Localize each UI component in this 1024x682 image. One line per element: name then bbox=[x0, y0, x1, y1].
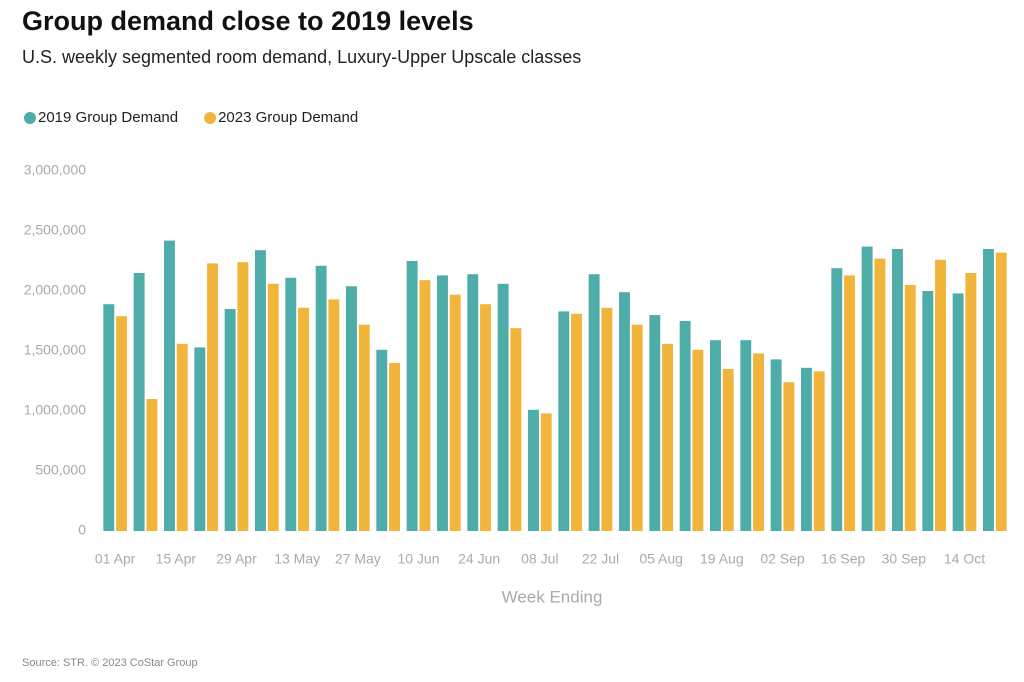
bar bbox=[237, 262, 249, 531]
bar bbox=[376, 349, 388, 531]
source: Source: STR. © 2023 CoStar Group bbox=[22, 657, 198, 669]
bar bbox=[467, 274, 479, 531]
bar bbox=[631, 324, 643, 531]
bar bbox=[146, 399, 158, 531]
bar bbox=[861, 246, 873, 531]
bar bbox=[207, 263, 218, 531]
bar bbox=[740, 340, 752, 531]
bar bbox=[558, 311, 570, 531]
y-tick-label: 1,000,000 bbox=[24, 402, 86, 418]
legend-label: 2023 Group Demand bbox=[218, 109, 358, 126]
bar bbox=[588, 274, 600, 531]
bar bbox=[619, 292, 630, 531]
y-tick-label: 0 bbox=[78, 522, 86, 538]
bar bbox=[662, 343, 673, 531]
bar bbox=[692, 349, 704, 531]
bar bbox=[437, 275, 448, 531]
bar bbox=[116, 316, 127, 531]
bar bbox=[176, 343, 188, 531]
legend-label: 2019 Group Demand bbox=[38, 109, 178, 126]
bar bbox=[164, 240, 175, 531]
x-tick-label: 27 May bbox=[335, 551, 381, 567]
bar bbox=[601, 307, 613, 531]
bar bbox=[892, 249, 903, 531]
y-tick-label: 2,000,000 bbox=[24, 282, 86, 298]
bar bbox=[710, 340, 721, 531]
bar bbox=[995, 252, 1007, 531]
bar bbox=[419, 280, 431, 531]
bar bbox=[406, 261, 418, 531]
chart-title: Group demand close to 2019 levels bbox=[22, 6, 474, 36]
y-tick-label: 2,500,000 bbox=[24, 222, 86, 238]
bar bbox=[328, 299, 340, 531]
chart-subtitle: U.S. weekly segmented room demand, Luxur… bbox=[22, 47, 581, 67]
bar bbox=[103, 304, 115, 531]
bar bbox=[904, 285, 916, 531]
bar bbox=[783, 382, 795, 531]
bar bbox=[679, 321, 691, 531]
bar bbox=[571, 313, 582, 531]
bar bbox=[346, 286, 357, 531]
bar bbox=[540, 413, 552, 531]
bar bbox=[770, 359, 782, 531]
bar bbox=[965, 273, 977, 531]
bar bbox=[480, 304, 491, 531]
bar bbox=[935, 259, 946, 531]
y-tick-label: 3,000,000 bbox=[24, 162, 86, 178]
bar bbox=[649, 315, 661, 531]
bar bbox=[358, 324, 370, 531]
legend-marker bbox=[24, 112, 36, 124]
x-tick-label: 19 Aug bbox=[700, 551, 744, 567]
bar bbox=[133, 273, 145, 531]
bar bbox=[389, 363, 400, 531]
bar bbox=[298, 307, 309, 531]
bar bbox=[497, 283, 509, 531]
bar bbox=[194, 347, 206, 531]
x-tick-label: 15 Apr bbox=[156, 551, 197, 567]
x-tick-label: 08 Jul bbox=[521, 551, 558, 567]
x-tick-label: 24 Jun bbox=[458, 551, 500, 567]
bar bbox=[315, 265, 327, 531]
x-tick-label: 14 Oct bbox=[944, 551, 985, 567]
bar bbox=[449, 294, 461, 531]
bar bbox=[952, 293, 964, 531]
bar bbox=[983, 249, 994, 531]
x-tick-label: 10 Jun bbox=[397, 551, 439, 567]
bar bbox=[844, 275, 855, 531]
bar bbox=[267, 283, 279, 531]
bar bbox=[753, 353, 764, 531]
x-tick-label: 22 Jul bbox=[582, 551, 619, 567]
bar bbox=[255, 250, 266, 531]
bar bbox=[831, 268, 843, 531]
bar bbox=[874, 258, 886, 531]
x-tick-label: 05 Aug bbox=[639, 551, 683, 567]
bar bbox=[801, 367, 812, 531]
bar bbox=[510, 328, 522, 531]
x-tick-label: 29 Apr bbox=[216, 551, 257, 567]
legend-marker bbox=[204, 112, 217, 124]
x-tick-label: 13 May bbox=[274, 551, 320, 567]
bar bbox=[224, 309, 236, 531]
x-tick-label: 02 Sep bbox=[760, 551, 805, 567]
bar bbox=[528, 409, 539, 531]
y-tick-label: 1,500,000 bbox=[24, 342, 86, 358]
x-axis-title: Week Ending bbox=[502, 587, 603, 606]
bar bbox=[813, 371, 825, 531]
x-tick-label: 01 Apr bbox=[95, 551, 136, 567]
bar bbox=[922, 291, 934, 531]
bar bbox=[285, 277, 297, 531]
y-tick-label: 500,000 bbox=[35, 462, 86, 478]
x-tick-label: 30 Sep bbox=[882, 551, 927, 567]
x-tick-label: 16 Sep bbox=[821, 551, 866, 567]
bar bbox=[722, 369, 734, 531]
